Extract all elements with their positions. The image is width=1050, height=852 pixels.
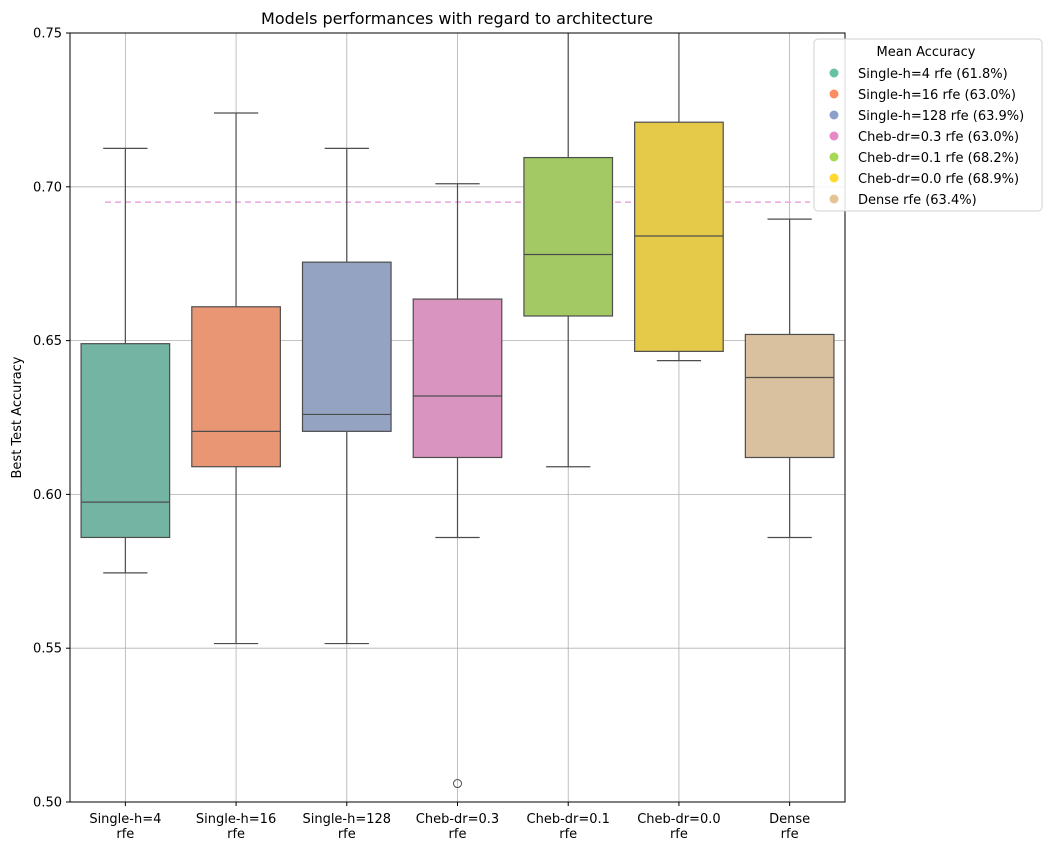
- legend-marker: [829, 194, 839, 204]
- legend: Mean Accuracy Single-h=4 rfe (61.8%) Singl…: [813, 38, 1043, 212]
- box-iqr: [301, 261, 392, 432]
- y-tick-label: 0.55: [33, 642, 62, 657]
- legend-entry-label: Single-h=128 rfe (63.9%): [858, 109, 1024, 124]
- box-5: [634, 33, 724, 362]
- box-1: [191, 112, 281, 645]
- legend-marker: [829, 68, 839, 78]
- x-tick-label: Cheb-dr=0.3 rfe: [416, 812, 499, 842]
- box-iqr: [412, 298, 503, 459]
- x-tick-label: Single-h=128 rfe: [302, 812, 391, 842]
- legend-title: Mean Accuracy: [877, 45, 976, 60]
- box-group: [80, 33, 835, 789]
- chart-title: Models performances with regard to archi…: [261, 9, 653, 28]
- y-tick-label: 0.50: [33, 796, 62, 811]
- y-tick-label: 0.70: [33, 180, 62, 195]
- y-axis-label: Best Test Accuracy: [10, 356, 25, 478]
- box-6: [744, 218, 835, 539]
- legend-marker: [829, 89, 839, 99]
- legend-entry-label: Cheb-dr=0.3 rfe (63.0%): [858, 130, 1019, 145]
- box-4: [523, 33, 614, 468]
- legend-entry-label: Cheb-dr=0.1 rfe (68.2%): [858, 151, 1019, 166]
- legend-marker: [829, 131, 839, 141]
- legend-marker: [829, 110, 839, 120]
- box-3: [412, 183, 503, 789]
- x-tick-label: Cheb-dr=0.1 rfe: [527, 812, 610, 842]
- y-tick-label: 0.75: [33, 27, 62, 42]
- x-tick-label: Dense rfe: [769, 812, 810, 842]
- legend-entry-label: Single-h=4 rfe (61.8%): [858, 67, 1008, 82]
- x-axis-ticks: Single-h=4 rfe Single-h=16 rfe Single-h=128 r…: [89, 802, 810, 842]
- x-tick-label: Single-h=16 rfe: [196, 812, 276, 842]
- x-tick-label: Single-h=4 rfe: [89, 812, 161, 842]
- box-iqr: [634, 121, 724, 352]
- box-iqr: [523, 156, 614, 317]
- legend-marker: [829, 152, 839, 162]
- legend-marker: [829, 173, 839, 183]
- legend-frame: [813, 38, 1043, 212]
- box-0: [80, 147, 171, 574]
- y-tick-label: 0.65: [33, 334, 62, 349]
- box-iqr: [80, 343, 171, 539]
- legend-entry-label: Dense rfe (63.4%): [858, 193, 977, 208]
- box-iqr: [744, 333, 835, 459]
- y-axis-ticks: 0.50 0.55 0.60 0.65 0.70 0.75: [33, 27, 70, 811]
- legend-entry-label: Cheb-dr=0.0 rfe (68.9%): [858, 172, 1019, 187]
- box-2: [301, 147, 392, 645]
- x-tick-label: Cheb-dr=0.0 rfe: [637, 812, 720, 842]
- legend-entry-label: Single-h=16 rfe (63.0%): [858, 88, 1016, 103]
- outlier-point: [453, 779, 462, 789]
- y-tick-label: 0.60: [33, 488, 62, 503]
- box-iqr: [191, 306, 281, 468]
